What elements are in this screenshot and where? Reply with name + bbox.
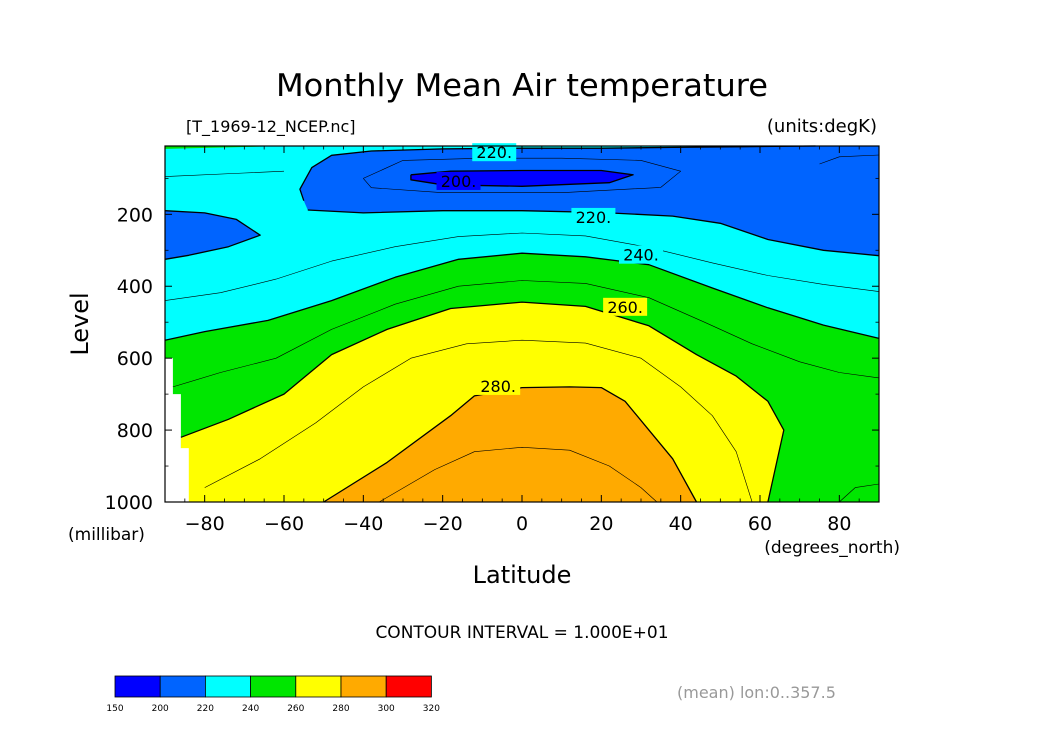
contour-label-1: 200. (441, 172, 477, 191)
contour-label-bg-5 (476, 376, 521, 395)
contour-line-14 (839, 483, 880, 503)
x-tick-label-8: 80 (827, 513, 851, 535)
temperature-region-3 (165, 210, 261, 260)
colorbar-swatch-2 (204, 675, 251, 698)
x-tick-label-0: −80 (185, 513, 225, 535)
contour-label-3: 240. (623, 246, 659, 265)
contour-line-6 (819, 154, 880, 165)
chart-title: Monthly Mean Air temperature (276, 68, 768, 104)
contour-label-bg-0 (472, 143, 517, 162)
colorbar-label-7: 320 (423, 704, 440, 714)
colorbar-label-0: 150 (106, 704, 123, 714)
temperature-region-7 (323, 386, 697, 502)
colorbar-swatch-4 (295, 675, 342, 698)
contour-interval-note: CONTOUR INTERVAL = 1.000E+01 (375, 623, 668, 643)
y-tick-label-4: 1000 (105, 492, 153, 514)
contour-line-4 (363, 157, 682, 193)
y-axis-label: Level (66, 292, 94, 355)
contour-labels: 220. 200. 220. 240. 260. 280. (436, 143, 663, 396)
colorbar-label-4: 260 (287, 704, 304, 714)
contour-label-5: 280. (480, 377, 516, 396)
colorbar-swatch-3 (250, 675, 297, 698)
contour-line-13 (379, 446, 658, 503)
colorbar: 150 200 220 240 260 280 300 320 (106, 675, 440, 714)
colorbar-swatch-0 (114, 675, 161, 698)
colorbar-label-2: 220 (197, 704, 214, 714)
units-label: (units:degK) (767, 116, 877, 137)
contour-label-4: 260. (607, 298, 643, 317)
x-tick-label-6: 40 (669, 513, 693, 535)
contour-line-10 (180, 301, 785, 503)
colorbar-label-3: 240 (242, 704, 259, 714)
plot-area (164, 145, 880, 503)
colorbar-swatch-6 (385, 675, 432, 698)
y-tick-label-0: 200 (117, 204, 153, 226)
y-tick-label-2: 600 (117, 348, 153, 370)
y-tick-label-1: 400 (117, 276, 153, 298)
y-axis-units: (millibar) (68, 525, 145, 545)
dataset-label: [T_1969-12_NCEP.nc] (186, 117, 356, 137)
x-axis-units: (degrees_north) (764, 538, 900, 558)
temperature-region-8 (165, 358, 189, 502)
colorbar-label-1: 200 (152, 704, 169, 714)
contour-label-bg-3 (619, 245, 663, 264)
x-axis-label: Latitude (473, 561, 572, 589)
x-tick-label-2: −40 (343, 513, 383, 535)
x-tick-label-1: −60 (264, 513, 304, 535)
axes: −80 −60 −40 −20 0 20 40 60 80 200 400 600 800 1000 (105, 145, 880, 535)
contour-label-0: 220. (476, 143, 512, 162)
mean-note: (mean) lon:0..357.5 (677, 683, 836, 702)
contour-line-5 (164, 170, 285, 177)
contour-label-bg-2 (571, 207, 616, 226)
x-tick-label-5: 20 (589, 513, 613, 535)
colorbar-swatch-1 (159, 675, 206, 698)
contour-label-2: 220. (576, 208, 612, 227)
contour-line-3 (410, 169, 634, 187)
contour-line-9 (172, 280, 880, 388)
contour-label-bg-1 (436, 171, 481, 190)
colorbar-label-6: 300 (378, 704, 395, 714)
x-tick-label-3: −20 (423, 513, 463, 535)
colorbar-swatch-5 (340, 675, 387, 698)
x-tick-label-7: 60 (748, 513, 772, 535)
contour-line-11 (204, 339, 753, 503)
contour-line-2 (164, 210, 261, 260)
contour-line-7 (164, 232, 880, 301)
contour-line-8 (164, 252, 880, 341)
contour-line-12 (323, 386, 698, 503)
contour-label-bg-4 (603, 297, 648, 316)
x-tick-label-4: 0 (516, 513, 528, 535)
contour-line-1 (307, 209, 880, 257)
colorbar-label-5: 280 (332, 704, 349, 714)
y-tick-label-3: 800 (117, 420, 153, 442)
